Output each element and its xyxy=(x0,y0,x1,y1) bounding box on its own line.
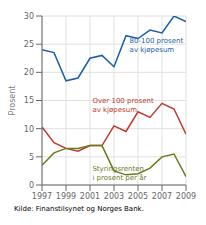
svg-text:80-100 prosentav kjøpesum: 80-100 prosentav kjøpesum xyxy=(130,37,184,54)
svg-text:Prosent: Prosent xyxy=(8,86,17,116)
svg-text:2009: 2009 xyxy=(176,192,196,201)
svg-text:2003: 2003 xyxy=(104,192,124,201)
svg-text:Over 100 prosentav kjøpesum: Over 100 prosentav kjøpesum xyxy=(92,97,153,114)
svg-text:25: 25 xyxy=(24,40,34,49)
svg-text:20: 20 xyxy=(24,68,34,77)
svg-text:5: 5 xyxy=(29,153,34,162)
svg-text:2005: 2005 xyxy=(128,192,148,201)
svg-text:10: 10 xyxy=(24,125,34,134)
svg-text:1997: 1997 xyxy=(32,192,52,201)
svg-text:2007: 2007 xyxy=(152,192,172,201)
html-text:Kilde: Finanstilsynet og Norge: Kilde: Finanstilsynet og Norges Bank. xyxy=(14,205,144,213)
svg-text:0: 0 xyxy=(29,181,34,190)
svg-text:15: 15 xyxy=(24,96,34,105)
svg-text:1999: 1999 xyxy=(56,192,76,201)
svg-text:2001: 2001 xyxy=(80,192,100,201)
svg-text:Styringsrenteni prosent per år: Styringsrenteni prosent per år xyxy=(92,165,146,182)
svg-text:30: 30 xyxy=(24,12,34,21)
